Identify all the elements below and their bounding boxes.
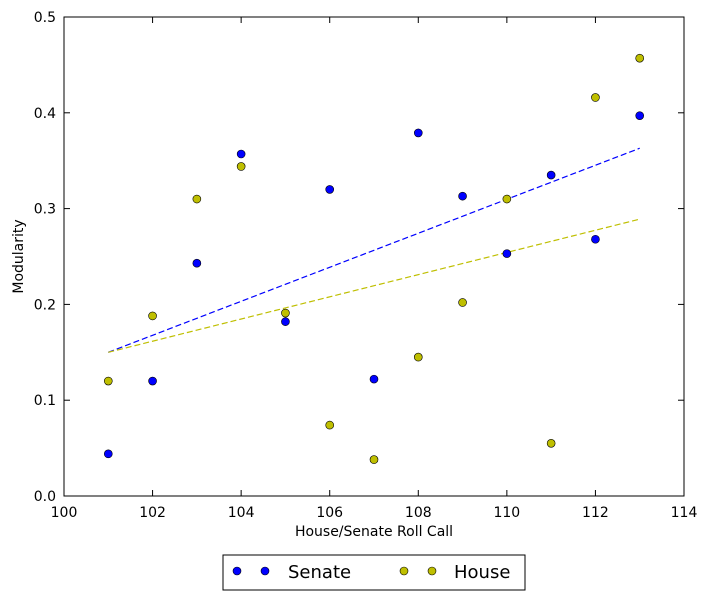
x-tick-label: 104 [228,505,255,521]
point-house [236,162,246,171]
y-tick-label: 0.1 [34,393,56,409]
point-senate [591,234,600,244]
y-axis-title: Modularity [11,219,27,293]
point-senate [148,376,157,386]
point-senate [103,449,113,459]
plot-frame [63,16,685,497]
y-tick-label: 0.4 [34,106,56,122]
point-house [502,194,512,204]
legend-marker-house-1 [399,566,409,576]
legend-marker-senate-2 [260,566,270,576]
y-tick-label: 0.0 [34,489,56,505]
x-tick-label: 106 [316,505,343,521]
legend-label-senate: Senate [288,562,351,583]
trend-line-senate [108,147,640,353]
trend-line-house [108,218,640,353]
point-house [458,298,467,307]
point-house [591,93,600,102]
point-senate [281,317,290,326]
legend-marker-senate-1 [232,566,242,576]
point-senate [502,249,512,258]
y-tick-label: 0.2 [34,297,56,313]
point-house [635,53,645,63]
point-house [103,376,113,386]
data-points [103,53,645,464]
point-senate [635,111,645,120]
point-senate [458,191,467,201]
point-house [413,352,423,362]
y-tick-label: 0.3 [34,202,56,218]
legend-box [222,554,526,591]
point-senate [369,374,379,384]
point-senate [236,149,246,159]
point-senate [192,258,202,268]
x-tick-label: 102 [139,505,166,521]
point-house [369,455,379,464]
axis-tick-labels: 100 102 104 106 108 110 112 114 0.0 0.1 0.2 0.3 0.4 0… [34,10,698,521]
trend-lines [108,147,640,353]
axis-ticks [63,16,685,497]
point-house [281,308,290,318]
legend-label-house: House [454,562,510,583]
point-senate [546,170,556,180]
x-tick-label: 114 [671,505,698,521]
y-tick-label: 0.5 [34,10,56,26]
point-house [325,420,335,430]
legend: Senate House [222,554,526,591]
point-senate [325,185,335,194]
point-senate [413,128,423,138]
x-tick-label: 110 [493,505,520,521]
x-tick-label: 108 [405,505,432,521]
point-house [192,194,202,204]
legend-marker-house-2 [427,566,437,576]
x-tick-label: 112 [582,505,609,521]
point-house [546,439,556,448]
point-house [148,311,157,321]
x-axis-title: House/Senate Roll Call [295,524,453,540]
x-tick-label: 100 [51,505,78,521]
